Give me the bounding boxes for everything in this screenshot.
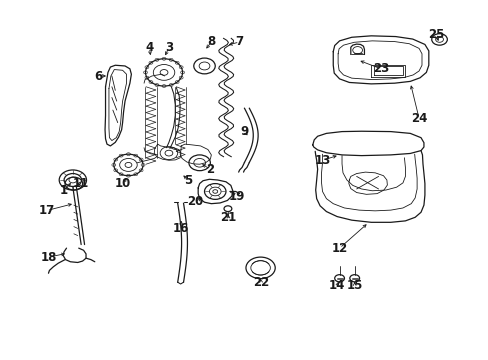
Text: 12: 12 (331, 242, 347, 255)
Text: 8: 8 (207, 35, 215, 49)
Circle shape (334, 275, 344, 282)
Text: 6: 6 (94, 69, 102, 82)
Text: 11: 11 (73, 177, 89, 190)
Circle shape (349, 275, 359, 282)
Text: 4: 4 (145, 41, 153, 54)
Text: 25: 25 (427, 28, 444, 41)
Text: 7: 7 (235, 35, 243, 49)
Text: 18: 18 (40, 251, 57, 264)
Circle shape (224, 206, 231, 212)
Text: 13: 13 (314, 154, 330, 167)
Text: 9: 9 (240, 125, 248, 138)
Text: 17: 17 (39, 204, 55, 217)
Text: 15: 15 (346, 279, 362, 292)
Text: 5: 5 (184, 174, 192, 186)
Text: 2: 2 (206, 163, 214, 176)
Text: 22: 22 (252, 276, 269, 289)
Text: 14: 14 (328, 279, 345, 292)
Text: 3: 3 (164, 41, 173, 54)
Text: 19: 19 (228, 190, 245, 203)
Text: 10: 10 (114, 177, 130, 190)
Text: 24: 24 (410, 112, 427, 125)
Text: 20: 20 (186, 195, 203, 208)
Text: 16: 16 (173, 222, 189, 235)
Text: 21: 21 (220, 211, 236, 224)
Text: 1: 1 (60, 184, 68, 197)
Text: 23: 23 (372, 62, 388, 75)
